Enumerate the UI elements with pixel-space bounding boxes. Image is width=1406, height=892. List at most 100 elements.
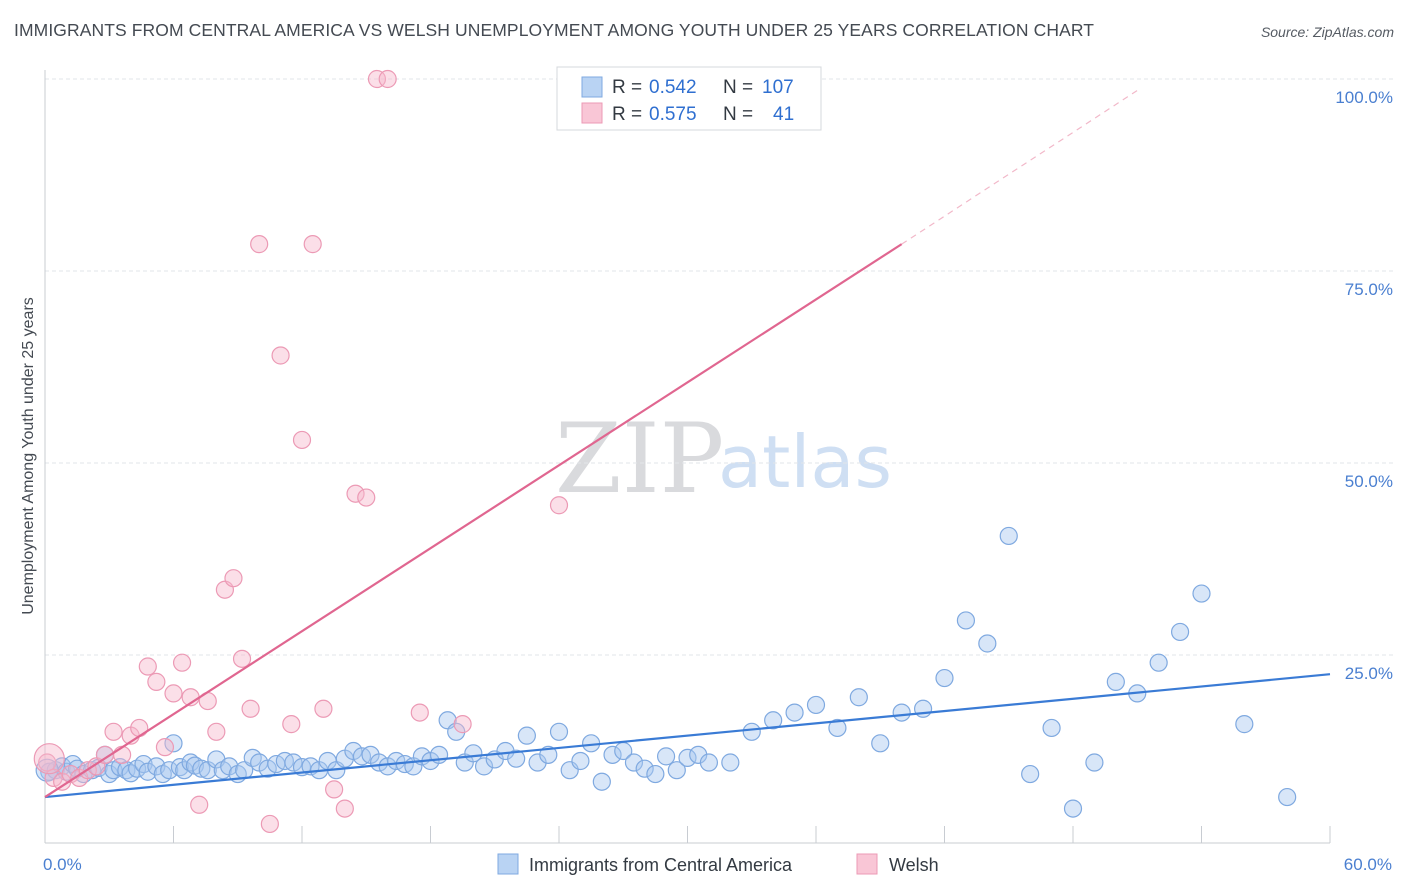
blue-data-point [978, 634, 997, 653]
pink-data-point [367, 69, 387, 89]
pink-data-point [378, 69, 397, 89]
pink-data-point [38, 753, 57, 772]
pink-trend-line [44, 243, 903, 799]
blue-data-point [624, 753, 644, 772]
blue-data-point [258, 759, 277, 778]
blue-data-point [192, 759, 211, 778]
pink-data-point [104, 722, 123, 741]
pink-data-point [232, 649, 252, 668]
blue-data-point [656, 747, 676, 766]
y-tick-label: 50.0% [1345, 472, 1393, 491]
pink-data-point [112, 745, 132, 764]
blue-data-point [164, 734, 183, 753]
blue-data-point [138, 762, 157, 781]
pink-data-point [164, 684, 183, 703]
bottom-legend-swatch-blue [497, 853, 519, 875]
blue-data-point [1042, 718, 1061, 738]
blue-data-point [243, 748, 262, 768]
pink-data-point-cluster [33, 743, 65, 775]
blue-data-point [1170, 622, 1190, 642]
blue-data-point [785, 703, 804, 722]
blue-data-point [474, 757, 494, 776]
pink-data-point [325, 780, 344, 799]
blue-trend-line [44, 673, 1331, 799]
pink-data-point [155, 738, 175, 757]
blue-data-point [549, 722, 569, 741]
pink-data-point [190, 795, 209, 814]
bottom-legend-blue-label: Immigrants from Central America [529, 855, 793, 875]
blue-data-point [1149, 653, 1168, 672]
pink-data-point [224, 569, 243, 588]
y-tick-label: 75.0% [1345, 280, 1393, 299]
pink-data-point [292, 430, 312, 450]
blue-data-point [956, 611, 976, 630]
legend-blue-n-value: 107 [762, 77, 794, 98]
blue-data-point [871, 734, 890, 753]
blue-data-point [699, 753, 719, 772]
series-pink-points [33, 69, 569, 834]
source-label: Source: ZipAtlas.com [1260, 24, 1394, 40]
correlation-legend: R = 0.542 N = 107 R = 0.575 N = 41 [556, 66, 822, 131]
watermark-atlas: atlas [718, 420, 892, 504]
pink-data-point [172, 653, 192, 672]
y-axis-label: Unemployment Among Youth under 25 years [20, 297, 37, 615]
blue-data-point [1106, 672, 1125, 691]
legend-blue-n-label: N = [723, 77, 753, 98]
blue-data-point [571, 751, 590, 771]
blue-data-point [678, 748, 697, 768]
legend-pink-r-value: 0.575 [649, 104, 697, 125]
x-tick-label-max: 60.0% [1344, 855, 1392, 874]
blue-data-point [1021, 764, 1040, 784]
bottom-legend-swatch-pink [856, 853, 878, 875]
pink-data-point [250, 235, 269, 254]
blue-data-point [849, 688, 868, 707]
pink-data-point [549, 496, 569, 515]
y-tick-label: 25.0% [1345, 664, 1393, 683]
pink-data-point [241, 699, 260, 718]
x-axis-ticks [44, 826, 1331, 843]
blue-data-point [1278, 787, 1297, 807]
blue-data-point [517, 726, 536, 745]
watermark: ZIP atlas [555, 403, 892, 515]
legend-blue-r-label: R = [612, 77, 642, 98]
blue-data-point [806, 695, 826, 715]
series-blue-points [35, 526, 1297, 818]
legend-blue-r-value: 0.542 [649, 77, 697, 98]
blue-data-point [635, 759, 654, 778]
blue-data-point [764, 711, 783, 730]
blue-data-point [667, 761, 686, 780]
pink-data-point [207, 722, 226, 741]
blue-data-point [1063, 799, 1083, 818]
legend-swatch-pink [581, 102, 603, 124]
blue-data-point [592, 772, 611, 791]
legend-pink-n-value: 41 [773, 104, 794, 125]
pink-data-point [260, 814, 279, 834]
series-legend: Immigrants from Central America Welsh [497, 853, 939, 875]
blue-data-point [344, 741, 363, 761]
pink-data-point [357, 488, 376, 507]
gridlines [45, 78, 1395, 656]
blue-data-point [284, 753, 303, 772]
pink-data-point [314, 699, 333, 718]
x-tick-label-min: 0.0% [43, 855, 82, 874]
blue-data-point [721, 753, 740, 772]
pink-data-point [346, 484, 365, 503]
pink-trend-extension [901, 90, 1138, 245]
watermark-zip: ZIP [555, 403, 724, 515]
y-tick-labels: 25.0% 50.0% 75.0% 100.0% [1335, 88, 1393, 683]
pink-data-point [453, 715, 472, 734]
blue-data-point [935, 668, 954, 688]
pink-data-point [335, 799, 354, 818]
pink-data-point [282, 715, 301, 734]
blue-data-point [539, 745, 558, 764]
legend-pink-n-label: N = [723, 104, 753, 125]
pink-data-point [138, 657, 157, 676]
blue-data-point [999, 526, 1018, 546]
pink-data-point [410, 703, 429, 722]
blue-data-point [892, 703, 911, 722]
pink-data-point [130, 718, 149, 738]
legend-swatch-blue [581, 76, 603, 98]
y-tick-label: 100.0% [1335, 88, 1393, 107]
blue-data-point [1235, 715, 1254, 734]
